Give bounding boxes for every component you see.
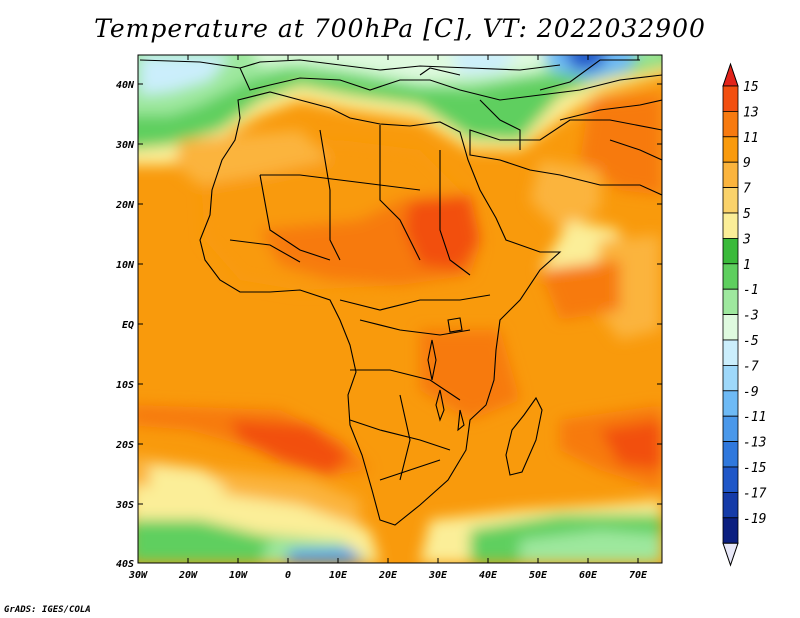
colorbar: 15 13 11 9 7 5 3 1 -1 -3 -5 -7 -9 -11 -13 -15 -17 -19: [722, 62, 767, 567]
colorbar-label: -15: [743, 461, 767, 476]
lat-label: 20S: [115, 440, 134, 451]
lon-label: 10E: [329, 570, 348, 581]
lon-label: 50E: [529, 570, 548, 581]
colorbar-label: -7: [743, 359, 759, 374]
map-frame: [137, 54, 663, 564]
lon-label: 10W: [229, 570, 248, 581]
axis-ticks: [137, 55, 662, 564]
colorbar-swatch: [722, 466, 739, 493]
map-title: Temperature at 700hPa [C], VT: 202203290…: [94, 14, 706, 43]
lat-label: 30S: [115, 500, 134, 511]
colorbar-label: 5: [743, 207, 751, 222]
colorbar-label: -9: [743, 385, 759, 400]
colorbar-swatch: [722, 415, 739, 443]
colorbar-label: -11: [743, 410, 766, 425]
lon-label: 20W: [178, 570, 198, 581]
colorbar-label: -1: [743, 283, 759, 298]
colorbar-swatch: [722, 136, 739, 163]
lat-label: 40S: [116, 559, 134, 570]
lat-label: 40N: [116, 80, 135, 91]
colorbar-swatch: [722, 288, 739, 316]
credit-text: GrADS: IGES/COLA: [4, 605, 91, 615]
colorbar-label: 13: [743, 105, 759, 120]
colorbar-swatch: [722, 237, 739, 265]
colorbar-label: 3: [742, 232, 751, 247]
colorbar-swatch: [722, 111, 739, 138]
colorbar-swatch: [722, 339, 739, 366]
lat-label: 10N: [116, 260, 135, 271]
colorbar-label: 9: [743, 156, 751, 171]
lon-label: 60E: [579, 570, 598, 581]
colorbar-swatch: [722, 161, 739, 188]
lon-label: 40E: [479, 570, 498, 581]
colorbar-swatch: [722, 85, 739, 112]
lat-label: 10S: [116, 380, 134, 391]
colorbar-label: -17: [743, 486, 767, 501]
colorbar-swatch: [722, 314, 739, 341]
lat-label: 20N: [115, 200, 135, 211]
colorbar-bottom-arrow: [722, 542, 739, 567]
coastlines: [139, 59, 662, 526]
colorbar-label: -13: [743, 436, 766, 451]
colorbar-label: 1: [743, 258, 751, 273]
lon-label: 70E: [629, 570, 648, 581]
colorbar-label: 15: [743, 80, 759, 95]
lon-label: 0: [285, 570, 291, 581]
colorbar-top-arrow: [722, 62, 739, 87]
temperature-field: [138, 55, 662, 563]
colorbar-swatch: [722, 390, 739, 417]
lon-label: 20E: [378, 570, 398, 581]
lat-label: EQ: [122, 320, 134, 331]
colorbar-label: 11: [743, 131, 759, 146]
colorbar-swatch: [722, 517, 739, 544]
latitude-labels: 40N 30N 20N 10N EQ 10S 20S 30S 40S: [115, 80, 135, 570]
colorbar-label: 7: [743, 182, 751, 197]
lon-label: 30E: [428, 570, 448, 581]
colorbar-swatch: [722, 491, 739, 519]
colorbar-swatch: [722, 187, 739, 214]
colorbar-swatch: [722, 364, 739, 392]
longitude-labels: 30W 20W 10W 0 10E 20E 30E 40E 50E 60E 70E: [128, 570, 648, 581]
colorbar-swatch: [722, 212, 739, 239]
colorbar-swatch: [722, 441, 739, 468]
lon-label: 30W: [128, 570, 148, 581]
lat-label: 30N: [115, 140, 135, 151]
colorbar-swatch: [722, 263, 739, 290]
colorbar-label: -5: [743, 334, 759, 349]
colorbar-label: -3: [743, 309, 759, 324]
colorbar-label: -19: [743, 512, 766, 527]
